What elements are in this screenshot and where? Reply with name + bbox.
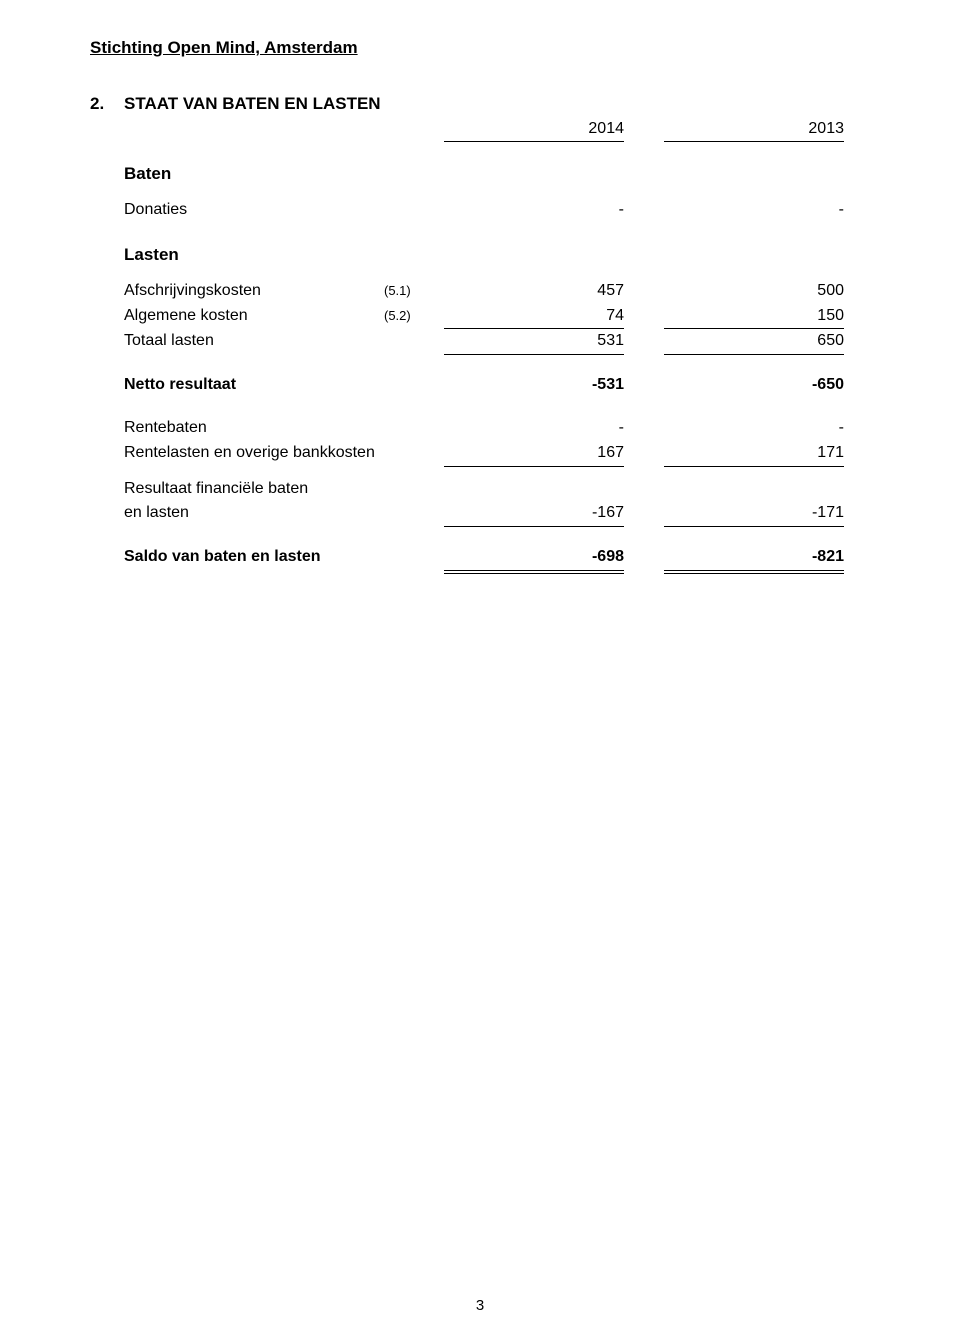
totaal-v2: 650: [664, 329, 844, 355]
saldo-v1: -698: [444, 545, 624, 571]
rentebaten-v1: -: [444, 416, 624, 441]
afschrijving-label: Afschrijvingskosten: [124, 279, 384, 304]
totaal-v1: 531: [444, 329, 624, 355]
page-number: 3: [0, 1297, 960, 1314]
resfin-row2: en lasten -167 -171: [124, 501, 912, 527]
afschrijving-v2: 500: [664, 279, 844, 304]
spacer: [624, 120, 664, 142]
rentelasten-label: Rentelasten en overige bankkosten: [124, 441, 444, 466]
algemene-row: Algemene kosten (5.2) 74 150: [124, 304, 912, 330]
lasten-heading: Lasten: [124, 245, 912, 265]
rentelasten-v2: 171: [664, 441, 844, 467]
resfin-block: Resultaat financiële baten en lasten -16…: [124, 477, 912, 528]
saldo-row: Saldo van baten en lasten -698 -821: [124, 545, 912, 571]
algemene-v1: 74: [444, 304, 624, 330]
afschrijving-v1: 457: [444, 279, 624, 304]
baten-heading: Baten: [124, 164, 912, 184]
spacer: [124, 120, 384, 142]
rente-block: Rentebaten - - Rentelasten en overige ba…: [124, 416, 912, 467]
donaties-v2: -: [664, 198, 844, 223]
netto-v1: -531: [444, 373, 624, 398]
saldo-label: Saldo van baten en lasten: [124, 545, 444, 570]
netto-block: Netto resultaat -531 -650: [124, 373, 912, 398]
totaal-label: Totaal lasten: [124, 329, 384, 354]
baten-block: Baten Donaties - -: [124, 164, 912, 223]
resfin-v1: -167: [444, 501, 624, 527]
algemene-ref: (5.2): [384, 306, 444, 326]
year-row: 2014 2013: [124, 120, 912, 142]
totaal-lasten-row: Totaal lasten 531 650: [124, 329, 912, 355]
page: Stichting Open Mind, Amsterdam 2. STAAT …: [0, 0, 960, 1342]
afschrijving-ref: (5.1): [384, 281, 444, 301]
resfin-v2: -171: [664, 501, 844, 527]
netto-row: Netto resultaat -531 -650: [124, 373, 912, 398]
netto-v2: -650: [664, 373, 844, 398]
donaties-row: Donaties - -: [124, 198, 912, 223]
algemene-label: Algemene kosten: [124, 304, 384, 329]
algemene-v2: 150: [664, 304, 844, 330]
section-title: 2. STAAT VAN BATEN EN LASTEN: [90, 94, 912, 114]
page-title: Stichting Open Mind, Amsterdam: [90, 38, 912, 58]
rentelasten-v1: 167: [444, 441, 624, 467]
section-name: STAAT VAN BATEN EN LASTEN: [124, 94, 381, 114]
resfin-row1: Resultaat financiële baten: [124, 477, 912, 502]
lasten-block: Lasten Afschrijvingskosten (5.1) 457 500…: [124, 245, 912, 355]
resfin-label2: en lasten: [124, 501, 444, 526]
rentebaten-v2: -: [664, 416, 844, 441]
rentebaten-label: Rentebaten: [124, 416, 384, 441]
rentelasten-row: Rentelasten en overige bankkosten 167 17…: [124, 441, 912, 467]
section-number: 2.: [90, 94, 124, 114]
afschrijving-row: Afschrijvingskosten (5.1) 457 500: [124, 279, 912, 304]
year-1: 2014: [444, 120, 624, 142]
year-2: 2013: [664, 120, 844, 142]
netto-label: Netto resultaat: [124, 373, 384, 398]
saldo-v2: -821: [664, 545, 844, 571]
rentebaten-row: Rentebaten - -: [124, 416, 912, 441]
saldo-block: Saldo van baten en lasten -698 -821: [124, 545, 912, 571]
spacer: [384, 120, 444, 142]
donaties-v1: -: [444, 198, 624, 223]
donaties-label: Donaties: [124, 198, 384, 223]
resfin-label1: Resultaat financiële baten: [124, 477, 444, 502]
